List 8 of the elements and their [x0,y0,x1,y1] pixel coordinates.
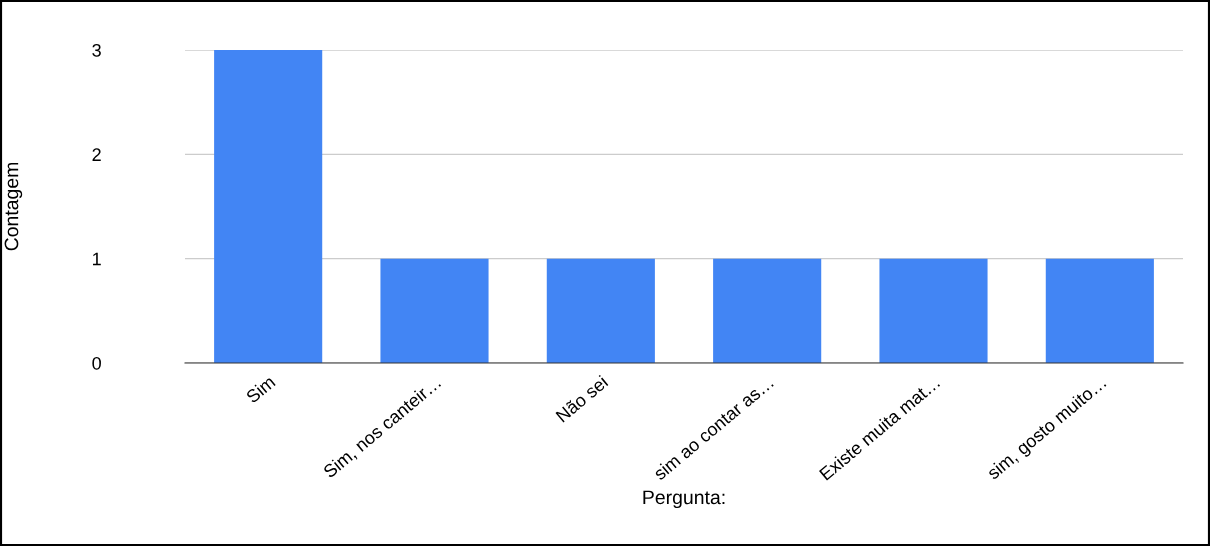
x-tick-label: Sim [244,374,276,404]
y-tick-label: 3 [92,43,101,57]
x-axis-title: Pergunta: [643,490,725,509]
y-axis-title: Contagem [4,162,23,251]
y-tick-label: 1 [93,252,101,266]
y-tick-label: 0 [92,356,101,370]
x-tick-label: Não sei [555,374,609,423]
y-tick-label: 2 [92,148,101,161]
